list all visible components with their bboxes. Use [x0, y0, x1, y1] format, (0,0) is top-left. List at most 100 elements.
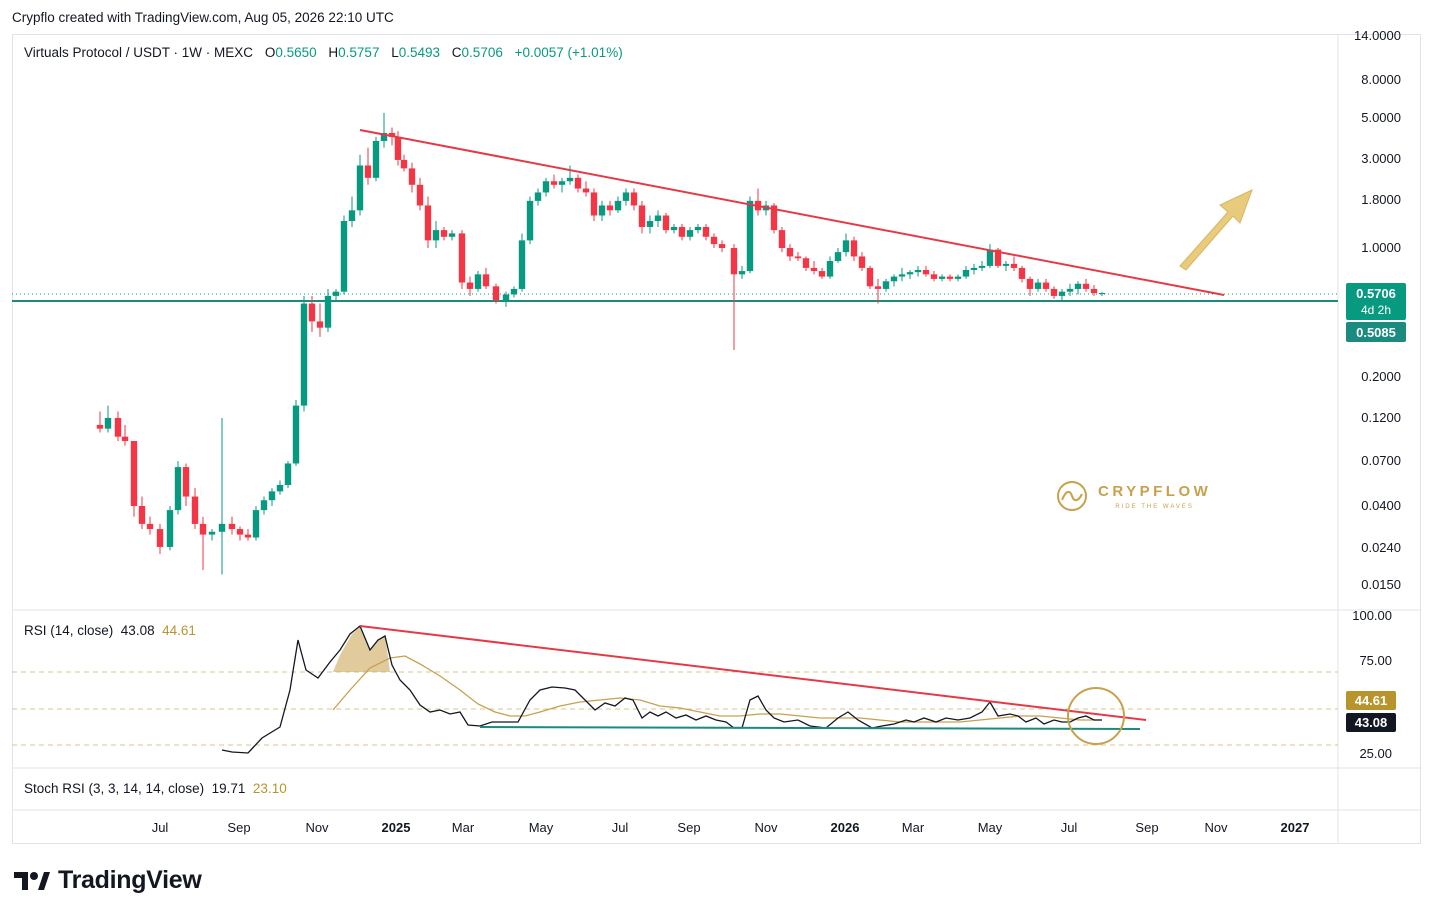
rsi-highlight-circle[interactable]	[1067, 687, 1125, 745]
candle-body	[898, 274, 906, 277]
candle-body	[146, 523, 154, 530]
support-price-badge: 0.5085	[1346, 322, 1406, 342]
candle-body	[930, 274, 938, 279]
candle-body	[284, 463, 292, 485]
rsi-ma-line[interactable]	[332, 655, 1102, 723]
rsi-value-badge-text: 43.08	[1355, 715, 1388, 730]
candle-body	[1074, 283, 1082, 289]
candles-layer[interactable]	[96, 112, 1106, 575]
candle-body	[778, 230, 786, 248]
price-axis[interactable]: 14.0000 8.0000 5.0000 3.0000 1.8000 1.0000 0.2…	[1354, 28, 1401, 592]
price-tick-label: 0.0240	[1361, 540, 1401, 555]
candle-body	[348, 210, 356, 222]
candle-body	[938, 276, 946, 279]
candle-body	[978, 265, 986, 268]
candle-body	[1058, 291, 1066, 296]
candle-body	[994, 249, 1002, 266]
candle-body	[380, 132, 388, 141]
candle-body	[834, 252, 842, 262]
candle-body	[818, 271, 826, 277]
projection-arrow[interactable]	[1179, 189, 1253, 271]
candle-body	[332, 291, 340, 296]
candle-body	[432, 230, 440, 241]
tradingview-logo[interactable]: TradingView	[14, 866, 202, 895]
candle-body	[300, 303, 308, 406]
candle-body	[121, 436, 129, 442]
candle-body	[1098, 292, 1106, 294]
candle-body	[858, 256, 866, 268]
stoch-k-value: 19.71	[211, 781, 246, 796]
candle-body	[550, 181, 558, 185]
candle-body	[458, 233, 466, 283]
price-tick-label: 1.8000	[1361, 192, 1401, 207]
candle-body	[394, 136, 402, 160]
candle-body	[448, 233, 456, 237]
stoch-name: Stoch RSI (3, 3, 14, 14, close)	[24, 781, 205, 796]
candle-body	[218, 523, 226, 532]
candle-body	[598, 205, 606, 216]
candle-body	[114, 417, 122, 437]
rsi-tick-label: 100.00	[1352, 608, 1392, 623]
candle-body	[440, 230, 448, 237]
rsi-trendline[interactable]	[359, 625, 1147, 721]
rsi-line[interactable]	[221, 624, 1102, 754]
time-tick-label: 2027	[1281, 820, 1310, 835]
candle-body	[260, 500, 268, 511]
rsi-tick-label: 25.00	[1359, 746, 1392, 761]
candle-body	[794, 256, 802, 259]
rsi-support-line[interactable]	[479, 726, 1141, 730]
rsi-legend[interactable]: RSI (14, close) 43.08 44.61	[24, 623, 196, 638]
rsi-value: 43.08	[120, 623, 155, 638]
tradingview-logo-icon	[14, 871, 50, 890]
candle-body	[874, 286, 882, 289]
candle-body	[1042, 282, 1050, 289]
time-tick-label: Jul	[1061, 820, 1078, 835]
price-trendline[interactable]	[359, 129, 1225, 296]
price-tick-label: 0.2000	[1361, 369, 1401, 384]
time-tick-label: May	[529, 820, 554, 835]
candle-body	[138, 506, 146, 524]
candle-body	[850, 240, 858, 257]
candle-body	[590, 192, 598, 216]
candle-body	[826, 261, 834, 277]
candle-body	[174, 467, 182, 511]
candle-body	[518, 240, 526, 289]
candle-body	[502, 294, 510, 301]
candle-body	[606, 205, 614, 211]
symbol-name[interactable]: Virtuals Protocol / USDT · 1W · MEXC	[24, 45, 254, 60]
stoch-rsi-legend[interactable]: Stoch RSI (3, 3, 14, 14, close) 19.71 23…	[24, 781, 287, 796]
candle-body	[922, 269, 930, 275]
candle-body	[424, 205, 432, 241]
candle-body	[474, 274, 482, 289]
candle-body	[730, 248, 738, 275]
price-tick-label: 5.0000	[1361, 110, 1401, 125]
price-tick-label: 0.0150	[1361, 577, 1401, 592]
candle-body	[622, 192, 630, 201]
candle-body	[492, 286, 500, 301]
candle-body	[694, 226, 702, 231]
high-label: H	[328, 45, 339, 60]
crypflow-watermark: CRYPFLOW RIDE THE WAVES	[1056, 480, 1211, 512]
candle-body	[1026, 278, 1034, 289]
candle-body	[364, 165, 372, 178]
high-value: 0.5757	[338, 45, 380, 60]
candle-body	[244, 534, 252, 538]
last-price-badge: 0.5706 4d 2h	[1346, 283, 1406, 320]
brand-name: CRYPFLOW	[1098, 482, 1212, 500]
open-value: 0.5650	[275, 45, 317, 60]
time-tick-label: Sep	[677, 820, 700, 835]
time-tick-label: Mar	[452, 820, 475, 835]
rsi-overbought-fill	[333, 627, 390, 672]
rsi-ma-badge-text: 44.61	[1355, 693, 1388, 708]
candle-body	[738, 271, 746, 275]
chart-credit: Crypflo created with TradingView.com, Au…	[12, 10, 394, 25]
rsi-axis[interactable]: 100.00 75.00 25.00	[1352, 608, 1392, 761]
time-tick-label: Sep	[1135, 820, 1158, 835]
time-axis[interactable]: Jul Sep Nov 2025 Mar May Jul Sep Nov 2026 Mar May Ju…	[152, 820, 1310, 835]
rsi-ma-badge: 44.61	[1346, 691, 1396, 710]
open-label: O	[264, 45, 276, 60]
candle-body	[130, 441, 138, 506]
candle-body	[96, 424, 104, 429]
time-tick-label: Sep	[227, 820, 250, 835]
